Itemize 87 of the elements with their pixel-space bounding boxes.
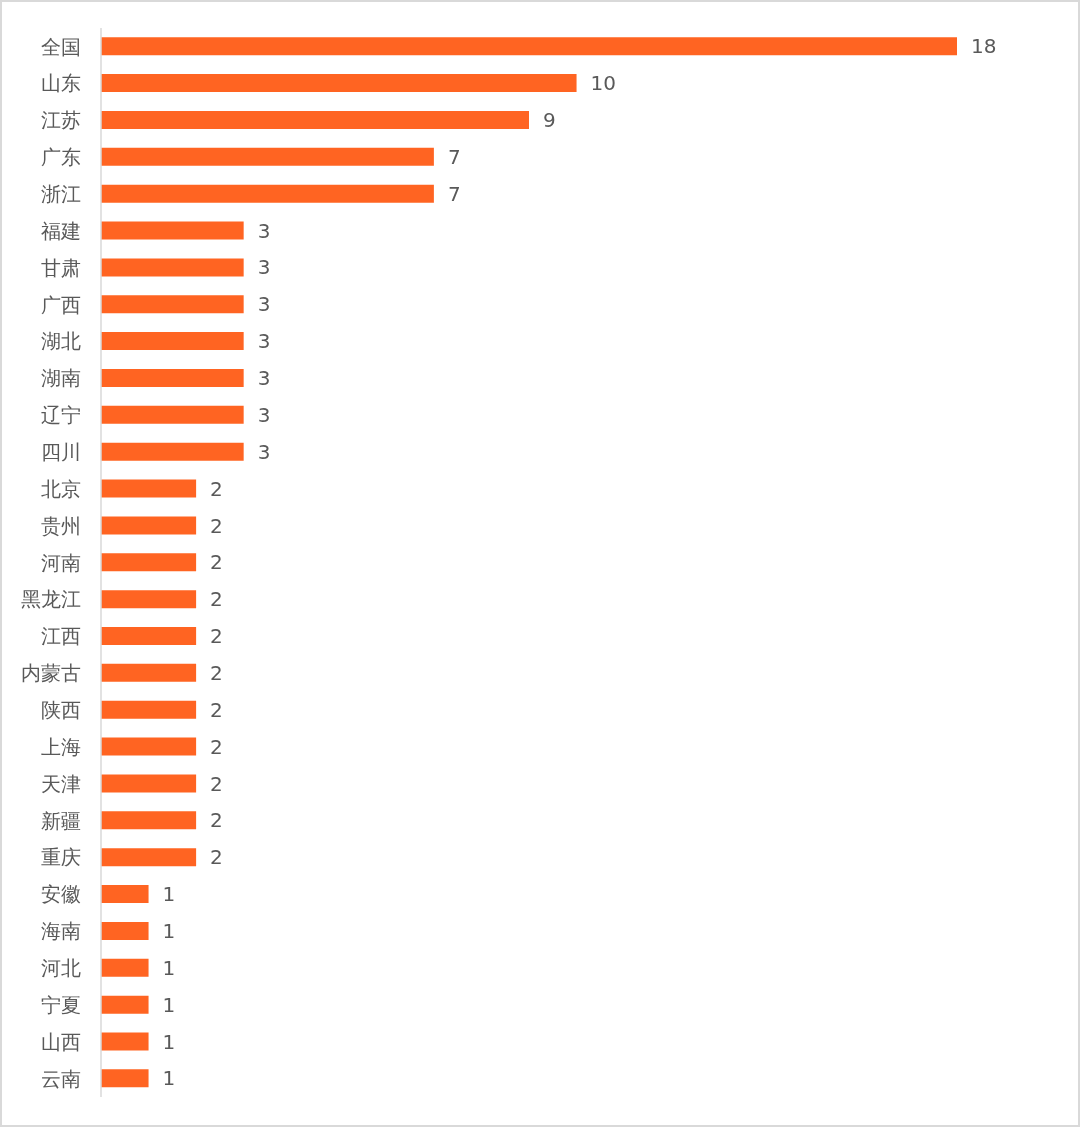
- bar: [101, 774, 197, 793]
- data-label: 18: [971, 34, 997, 59]
- bar: [101, 368, 244, 387]
- bar: [101, 332, 244, 351]
- bar: [101, 258, 244, 277]
- y-tick-label: 海南: [41, 919, 81, 944]
- y-tick-label: 上海: [41, 734, 81, 759]
- data-label: 2: [210, 476, 223, 501]
- data-label: 1: [162, 1029, 176, 1054]
- data-label: 1: [162, 955, 176, 980]
- data-label: 2: [210, 513, 223, 538]
- data-label: 3: [257, 439, 271, 464]
- y-tick-label: 北京: [41, 476, 81, 501]
- data-label: 9: [543, 108, 556, 133]
- y-tick-label: 黑龙江: [21, 587, 81, 612]
- y-tick-label: 河北: [41, 956, 81, 981]
- bar: [101, 74, 577, 93]
- data-label: 7: [447, 144, 461, 169]
- y-tick-label: 天津: [41, 771, 81, 796]
- data-label: 3: [257, 292, 271, 317]
- y-tick-label: 重庆: [41, 845, 81, 870]
- bar: [101, 848, 197, 867]
- y-tick-label: 辽宁: [41, 403, 81, 428]
- y-tick-label: 湖北: [41, 329, 81, 354]
- y-tick-label: 广西: [41, 292, 81, 317]
- y-tick-label: 浙江: [41, 181, 81, 206]
- bar: [101, 737, 197, 756]
- bar: [101, 921, 149, 940]
- bar: [101, 37, 957, 56]
- y-tick-label: 江苏: [41, 108, 81, 133]
- data-label: 2: [210, 808, 223, 833]
- bar: [101, 700, 197, 719]
- data-label: 2: [210, 660, 223, 685]
- y-tick-label: 贵州: [41, 513, 81, 538]
- bar: [101, 405, 244, 424]
- y-tick-label: 甘肃: [41, 255, 81, 280]
- data-label: 3: [257, 329, 271, 354]
- data-label: 3: [257, 255, 271, 280]
- data-label: 10: [590, 71, 617, 96]
- y-tick-label: 广东: [41, 145, 81, 170]
- bar: [101, 590, 197, 609]
- bar: [101, 147, 434, 166]
- data-label: 2: [210, 845, 223, 870]
- bar: [101, 110, 529, 129]
- bar: [101, 663, 197, 682]
- bar: [101, 184, 434, 203]
- bar: [101, 479, 197, 498]
- data-label: 1: [162, 882, 176, 907]
- data-label: 3: [257, 218, 271, 243]
- bar: [101, 1032, 149, 1051]
- y-tick-label: 四川: [41, 440, 81, 465]
- data-label: 2: [210, 771, 223, 796]
- y-tick-label: 全国: [41, 34, 81, 59]
- data-label: 1: [162, 919, 176, 944]
- y-tick-label: 陕西: [41, 698, 81, 723]
- y-tick-label: 福建: [41, 218, 81, 243]
- data-label: 2: [210, 587, 223, 612]
- data-label: 3: [257, 366, 271, 391]
- data-label: 7: [447, 181, 461, 206]
- bar: [101, 516, 197, 535]
- data-label: 2: [210, 550, 223, 575]
- bar: [101, 958, 149, 977]
- bar: [101, 885, 149, 904]
- y-tick-label: 江西: [41, 624, 81, 649]
- bar: [101, 1069, 149, 1088]
- bar: [101, 442, 244, 461]
- y-tick-label: 河南: [41, 550, 81, 575]
- bar: [101, 553, 197, 572]
- bar: [101, 627, 197, 646]
- bar: [101, 995, 149, 1014]
- data-label: 2: [210, 624, 223, 649]
- bar: [101, 295, 244, 314]
- y-tick-label: 云南: [41, 1066, 81, 1091]
- y-tick-label: 新疆: [41, 808, 81, 833]
- data-label: 1: [162, 1066, 176, 1091]
- y-tick-label: 湖南: [41, 366, 81, 391]
- y-tick-label: 安徽: [41, 882, 81, 907]
- data-label: 1: [162, 992, 176, 1017]
- bar: [101, 811, 197, 830]
- y-tick-label: 宁夏: [41, 992, 81, 1017]
- y-tick-label: 山西: [41, 1029, 81, 1054]
- bar: [101, 221, 244, 240]
- data-label: 2: [210, 734, 223, 759]
- y-tick-label: 内蒙古: [21, 661, 81, 686]
- data-label: 3: [257, 402, 271, 427]
- data-label: 2: [210, 697, 223, 722]
- y-tick-label: 山东: [41, 71, 81, 96]
